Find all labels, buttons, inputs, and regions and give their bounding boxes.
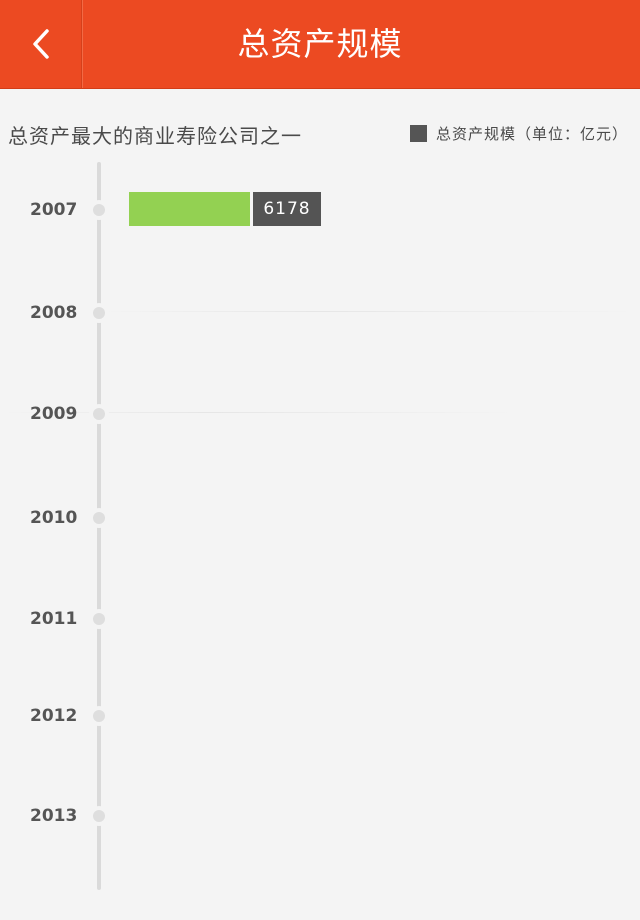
- bar-value-label: 6178: [253, 192, 321, 226]
- year-label: 2013: [30, 806, 78, 826]
- year-row-2013: 2013: [0, 796, 640, 836]
- year-row-2010: 2010: [0, 498, 640, 538]
- timeline-dot: [93, 710, 105, 722]
- year-label: 2007: [30, 200, 78, 220]
- year-row-2011: 2011: [0, 599, 640, 639]
- decorative-line: [100, 311, 640, 312]
- timeline-dot: [93, 512, 105, 524]
- back-button[interactable]: [0, 0, 82, 88]
- year-label: 2008: [30, 303, 78, 323]
- chart-legend: 总资产规模（单位：亿元）: [409, 123, 628, 144]
- timeline-axis: [97, 162, 101, 890]
- legend-label: 总资产规模（单位：亿元）: [435, 125, 628, 143]
- timeline-dot: [93, 408, 105, 420]
- year-label: 2011: [30, 609, 78, 629]
- chevron-left-icon: [32, 29, 49, 59]
- app-header: 总资产规模: [0, 0, 640, 89]
- year-label: 2012: [30, 706, 78, 726]
- timeline-dot: [93, 204, 105, 216]
- timeline-dot: [93, 613, 105, 625]
- year-label: 2010: [30, 508, 78, 528]
- legend-swatch: [409, 125, 427, 142]
- year-row-2007: 2007 6178: [0, 190, 640, 230]
- bar-2007[interactable]: [129, 192, 250, 226]
- year-row-2008: 2008: [0, 293, 640, 333]
- year-row-2009: 2009: [0, 394, 640, 434]
- page-title: 总资产规模: [237, 25, 403, 63]
- year-label: 2009: [30, 404, 78, 424]
- chart-title: 总资产最大的商业寿险公司之一: [8, 124, 302, 148]
- decorative-line: [0, 412, 520, 413]
- year-row-2012: 2012: [0, 696, 640, 736]
- timeline-dot: [93, 810, 105, 822]
- timeline-dot: [93, 307, 105, 319]
